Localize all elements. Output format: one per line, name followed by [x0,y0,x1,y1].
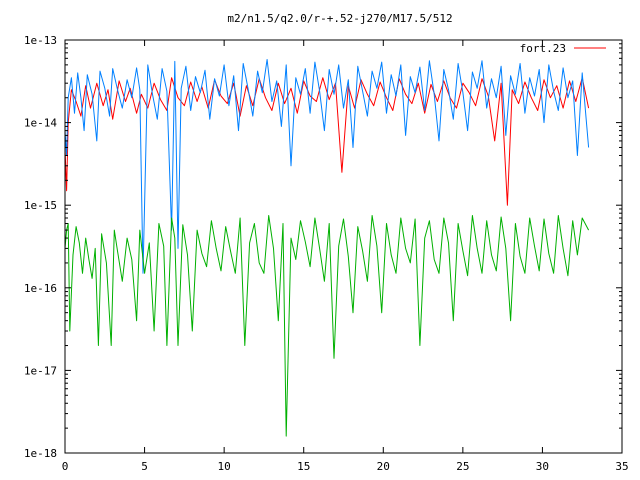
y-tick-label: 1e-18 [24,447,57,460]
y-tick-label: 1e-16 [24,282,57,295]
series-line-1 [64,59,590,274]
y-tick-label: 1e-14 [24,117,57,130]
legend-label: fort.23 [520,42,566,55]
series-line-0 [64,77,590,206]
y-tick-label: 1e-13 [24,34,57,47]
y-tick-label: 1e-15 [24,199,57,212]
series-layer [64,59,590,437]
x-tick-label: 15 [297,460,310,473]
x-tick-label: 35 [615,460,628,473]
x-tick-label: 20 [377,460,390,473]
plot-frame [64,39,623,454]
x-tick-label: 5 [141,460,148,473]
x-tick-label: 10 [218,460,231,473]
axes-layer: 0 5 10 15 20 25 30 35 1e-18 1e-17 1e-16 1e-15 1e-14 1… [24,34,629,473]
y-tick-label: 1e-17 [24,364,57,377]
x-tick-label: 0 [62,460,69,473]
legend: fort.23 [520,42,606,55]
series-line-2 [64,215,590,437]
chart-title: m2/n1.5/q2.0/r-+.52-j270/M17.5/512 [227,12,452,25]
x-tick-label: 30 [536,460,549,473]
x-tick-label: 25 [456,460,469,473]
